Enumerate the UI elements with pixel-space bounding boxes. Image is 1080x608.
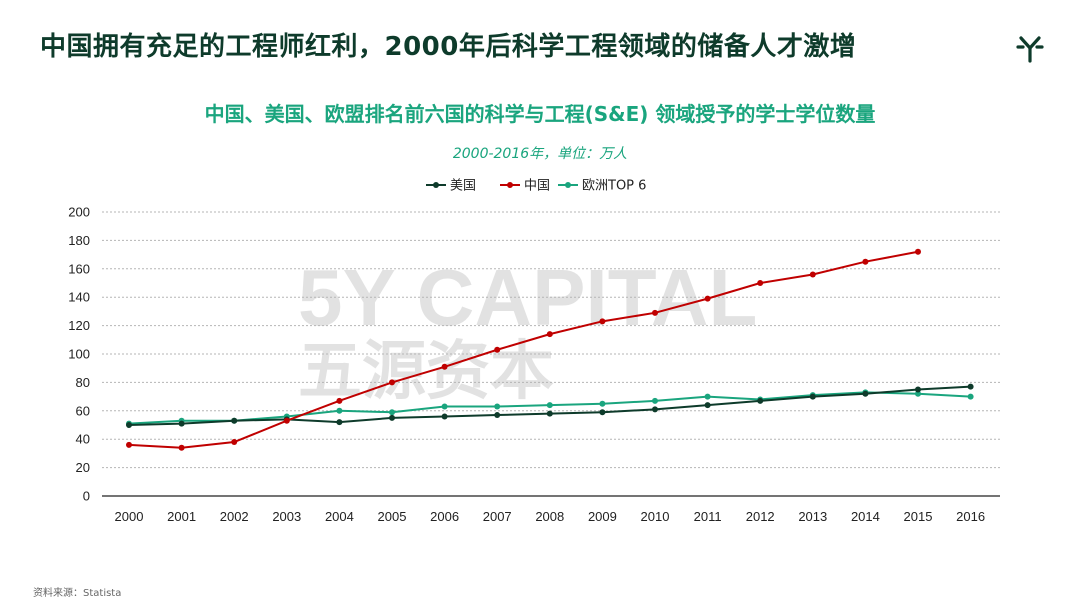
legend-label: 欧洲TOP 6 — [582, 179, 646, 194]
legend-marker — [565, 182, 571, 188]
legend-marker — [433, 182, 439, 188]
data-point — [389, 414, 395, 421]
chart-subtitle: 2000-2016年，单位：万人 — [452, 146, 628, 162]
y-tick-label: 160 — [68, 261, 90, 276]
data-point — [704, 402, 711, 409]
x-tick-label: 2009 — [588, 509, 617, 524]
x-tick-label: 2015 — [904, 509, 933, 524]
data-point — [494, 403, 501, 410]
x-tick-label: 2005 — [378, 509, 407, 524]
x-tick-label: 2013 — [798, 509, 827, 524]
y-tick-label: 0 — [83, 489, 90, 504]
data-point — [389, 379, 395, 386]
data-point — [862, 258, 869, 265]
y-tick-label: 20 — [76, 460, 90, 475]
y-tick-label: 80 — [76, 375, 90, 390]
data-point — [178, 444, 185, 451]
data-point — [809, 393, 816, 400]
data-point — [967, 393, 974, 400]
data-point — [652, 406, 658, 413]
data-point — [494, 412, 501, 419]
x-tick-label: 2016 — [956, 509, 985, 524]
y-tick-label: 40 — [76, 432, 90, 447]
data-point — [599, 318, 606, 325]
data-point — [599, 400, 606, 407]
y-tick-label: 60 — [76, 403, 90, 418]
data-point — [652, 397, 658, 404]
data-point — [862, 390, 869, 397]
data-point — [336, 407, 343, 414]
x-tick-label: 2014 — [851, 509, 880, 524]
legend-label: 美国 — [450, 179, 476, 194]
x-tick-label: 2012 — [746, 509, 775, 524]
data-point — [126, 422, 132, 428]
data-point — [757, 397, 764, 404]
x-tick-label: 2010 — [641, 509, 670, 524]
watermark: 5Y CAPITAL 五源资本 — [298, 253, 757, 409]
data-point — [915, 248, 921, 255]
data-point — [757, 280, 764, 286]
data-point — [599, 409, 606, 416]
y-tick-label: 100 — [68, 347, 90, 362]
data-point — [231, 439, 238, 446]
data-point — [336, 419, 343, 426]
x-tick-label: 2008 — [535, 509, 564, 524]
x-tick-label: 2004 — [325, 509, 354, 524]
data-point — [389, 409, 395, 416]
x-tick-label: 2006 — [430, 509, 459, 524]
series-line — [128, 250, 919, 449]
y-tick-label: 180 — [68, 233, 90, 248]
data-point — [915, 386, 921, 393]
5y-capital-logo-icon — [1016, 36, 1044, 63]
legend-marker — [507, 182, 513, 188]
data-point — [336, 397, 343, 404]
chart-title: 中国、美国、欧盟排名前六国的科学与工程(S&E) 领域授予的学士学位数量 — [204, 102, 876, 126]
data-point — [652, 309, 658, 316]
data-point — [283, 417, 290, 424]
data-point — [494, 346, 501, 353]
x-tick-label: 2011 — [694, 509, 722, 524]
legend-label: 中国 — [524, 179, 550, 194]
data-point — [441, 403, 448, 410]
y-tick-label: 120 — [68, 318, 90, 333]
data-point — [126, 441, 132, 448]
data-point — [441, 363, 448, 370]
data-point — [546, 402, 553, 409]
data-point — [967, 383, 974, 390]
data-point — [704, 295, 711, 302]
y-tick-label: 200 — [68, 205, 90, 220]
page-title: 中国拥有充足的工程师红利，2000年后科学工程领域的储备人才激增 — [40, 32, 857, 62]
source-note: 资料来源：Statista — [33, 588, 122, 599]
data-point — [915, 390, 921, 397]
x-tick-label: 2003 — [272, 509, 301, 524]
data-point — [546, 410, 553, 417]
y-tick-label: 140 — [68, 290, 90, 305]
data-point — [178, 420, 185, 427]
x-tick-label: 2001 — [167, 509, 196, 524]
data-point — [546, 331, 553, 338]
data-point — [231, 417, 238, 424]
data-point — [809, 271, 816, 278]
data-point — [441, 413, 448, 420]
x-tick-label: 2002 — [220, 509, 249, 524]
data-point — [704, 393, 711, 400]
x-tick-label: 2007 — [483, 509, 512, 524]
x-tick-label: 2000 — [115, 509, 144, 524]
